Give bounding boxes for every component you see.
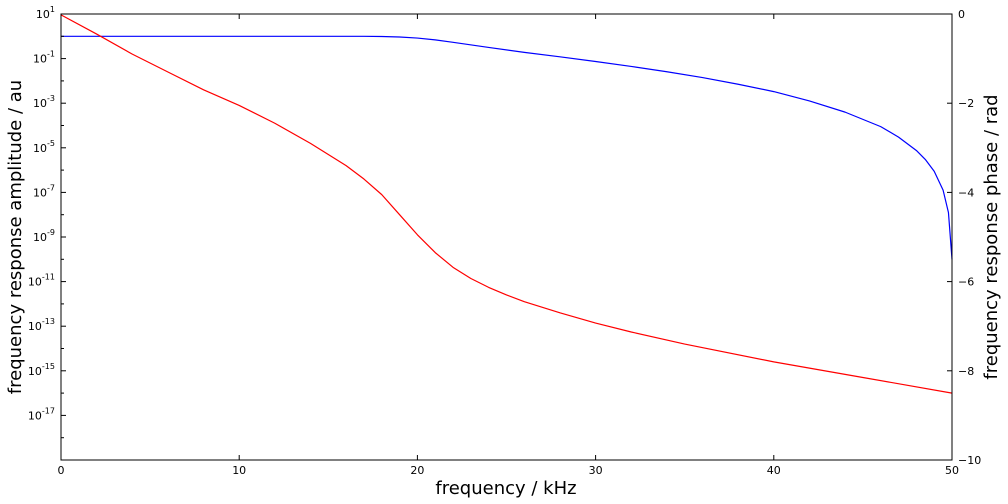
y-left-tick-label: 10-17 bbox=[28, 406, 55, 422]
y-left-tick-label: 10-3 bbox=[33, 94, 55, 110]
y-left-tick-base: 10 bbox=[33, 231, 47, 244]
y-left-tick-exponent: -15 bbox=[42, 362, 55, 371]
y-left-tick-label: 10-15 bbox=[28, 362, 55, 378]
x-axis-title: frequency / kHz bbox=[435, 478, 576, 499]
series-layer bbox=[60, 14, 953, 394]
y-left-tick-label: 10-7 bbox=[33, 183, 55, 199]
x-tick-label: 40 bbox=[767, 464, 781, 477]
y-left-tick-exponent: -1 bbox=[47, 50, 55, 59]
y-left-tick-base: 10 bbox=[33, 97, 47, 110]
y-left-tick-base: 10 bbox=[28, 365, 42, 378]
y-left-tick-base: 10 bbox=[33, 142, 47, 155]
y-left-tick-label: 101 bbox=[36, 5, 55, 21]
y-left-tick-label: 10-1 bbox=[33, 50, 55, 66]
x-tick-label: 50 bbox=[945, 464, 959, 477]
y-right-tick-label: −2 bbox=[958, 97, 974, 110]
y-right-tick-label: −6 bbox=[958, 276, 974, 289]
y-right-axis-title: frequency response phase / rad bbox=[981, 94, 1002, 379]
y-left-tick-exponent: -17 bbox=[42, 406, 55, 415]
y-left-axis-ticks: 10110-110-310-510-710-910-1110-1310-1510… bbox=[28, 5, 66, 439]
y-left-tick-label: 10-13 bbox=[28, 317, 55, 333]
x-tick-label: 20 bbox=[410, 464, 424, 477]
y-left-tick-exponent: -13 bbox=[42, 317, 55, 326]
y-right-tick-label: −8 bbox=[958, 365, 974, 378]
y-left-tick-label: 10-9 bbox=[33, 228, 55, 244]
y-left-tick-label: 10-11 bbox=[28, 273, 55, 289]
y-right-tick-label: 0 bbox=[958, 8, 965, 21]
x-tick-label: 10 bbox=[232, 464, 246, 477]
series-line-2 bbox=[60, 14, 953, 394]
y-left-tick-base: 10 bbox=[28, 409, 42, 422]
y-left-tick-base: 10 bbox=[33, 186, 47, 199]
y-left-tick-base: 10 bbox=[28, 320, 42, 333]
y-right-tick-label: −10 bbox=[958, 454, 981, 467]
y-left-tick-base: 10 bbox=[33, 53, 47, 66]
y-left-tick-exponent: -3 bbox=[47, 94, 55, 103]
series-line-1 bbox=[61, 35, 953, 260]
x-axis-ticks: 0 10 20 30 40 50 bbox=[58, 14, 959, 477]
plot-background bbox=[61, 14, 952, 460]
y-left-tick-label: 10-5 bbox=[33, 139, 55, 155]
y-left-tick-base: 10 bbox=[36, 8, 50, 21]
x-tick-label: 30 bbox=[589, 464, 603, 477]
y-left-tick-exponent: -9 bbox=[47, 228, 55, 237]
y-left-tick-base: 10 bbox=[28, 276, 42, 289]
y-left-tick-exponent: 1 bbox=[50, 5, 55, 14]
x-tick-label: 0 bbox=[58, 464, 65, 477]
y-left-tick-exponent: -7 bbox=[47, 183, 55, 192]
y-left-tick-exponent: -5 bbox=[47, 139, 55, 148]
y-left-axis-title: frequency response amplitude / au bbox=[5, 80, 26, 394]
y-left-tick-exponent: -11 bbox=[42, 273, 55, 282]
y-right-axis-ticks: 0 −2 −4 −6 −8 −10 bbox=[947, 8, 981, 467]
y-right-tick-label: −4 bbox=[958, 186, 974, 199]
